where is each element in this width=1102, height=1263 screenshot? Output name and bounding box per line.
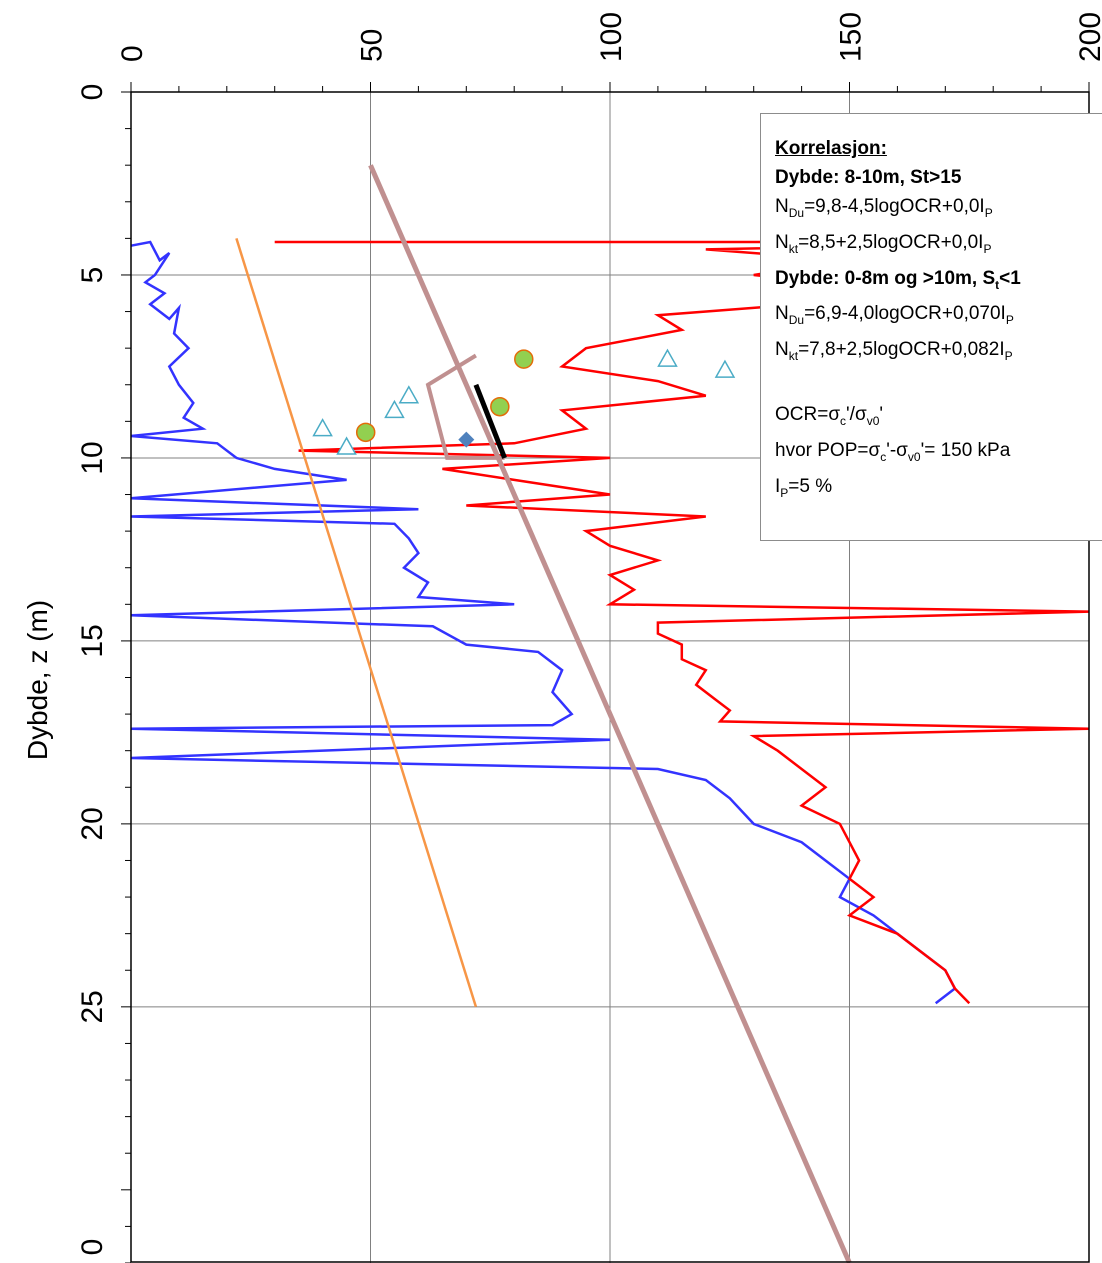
marker-triangle <box>312 418 333 437</box>
y-axis-label: Dybde, z (m) <box>22 600 53 760</box>
series-orange-line <box>235 238 478 1008</box>
marker-circle <box>490 396 510 417</box>
marker-diamond <box>458 431 475 448</box>
x-tick-label: 200 <box>1074 12 1102 62</box>
legend-ocr-definition: OCR=σc'/σv0' <box>775 403 884 428</box>
x-tick-label: 50 <box>356 29 389 62</box>
series-lines <box>130 164 1090 1263</box>
legend-title: Korrelasjon: <box>775 138 887 159</box>
marker-triangle <box>398 385 420 404</box>
y-tick-label: 15 <box>76 624 109 657</box>
legend-eq-nkt-2: Nkt=7,8+2,5logOCR+0,082IP <box>775 339 1013 363</box>
legend-eq-ndu-2: NDu=6,9-4,0logOCR+0,070IP <box>775 303 1014 328</box>
legend-spacer <box>775 371 1102 400</box>
y-tick-labels: 0 5 10 15 20 25 0 <box>76 84 109 1256</box>
series-black-segment <box>473 383 507 459</box>
marker-triangle <box>714 359 736 378</box>
x-tick-label: 150 <box>835 12 868 62</box>
y-tick-label: 0 <box>76 84 109 101</box>
series-bracket-line <box>425 353 505 460</box>
legend-heading-1: Dybde: 8-10m, St>15 <box>775 167 962 188</box>
legend-heading-2: Dybde: 0-8m og >10m, St<1 <box>775 267 1021 292</box>
marker-triangle <box>384 399 405 419</box>
marker-triangle <box>336 436 357 455</box>
series-red-line <box>274 240 1090 1005</box>
y-tick-label: 25 <box>76 990 109 1023</box>
legend-pop-definition: hvor POP=σc'-σv0'= 150 kPa <box>775 439 1011 464</box>
legend-ip-value: IP=5 % <box>775 475 833 500</box>
legend-eq-nkt-1: Nkt=8,5+2,5logOCR+0,0IP <box>775 231 992 256</box>
marker-triangle <box>657 348 678 367</box>
correlation-legend: Korrelasjon: Dybde: 8-10m, St>15 NDu=9,8… <box>760 113 1102 541</box>
legend-eq-ndu-1: NDu=9,8-4,5logOCR+0,0IP <box>775 196 993 220</box>
x-tick-label: 0 <box>116 45 149 62</box>
series-blue-line <box>130 240 957 1005</box>
x-tick-label: 100 <box>595 12 628 62</box>
series-trend-line <box>368 164 852 1263</box>
y-tick-label: 20 <box>76 807 109 840</box>
marker-circle <box>514 349 534 369</box>
x-tick-labels: 0 50 100 150 200 <box>116 12 1102 62</box>
y-tick-label: 5 <box>76 267 109 284</box>
axis-ticks <box>121 82 1090 1263</box>
y-tick-label: 0 <box>76 1239 109 1256</box>
data-markers <box>312 348 736 455</box>
marker-circle <box>355 422 376 443</box>
y-tick-label: 10 <box>76 441 109 474</box>
